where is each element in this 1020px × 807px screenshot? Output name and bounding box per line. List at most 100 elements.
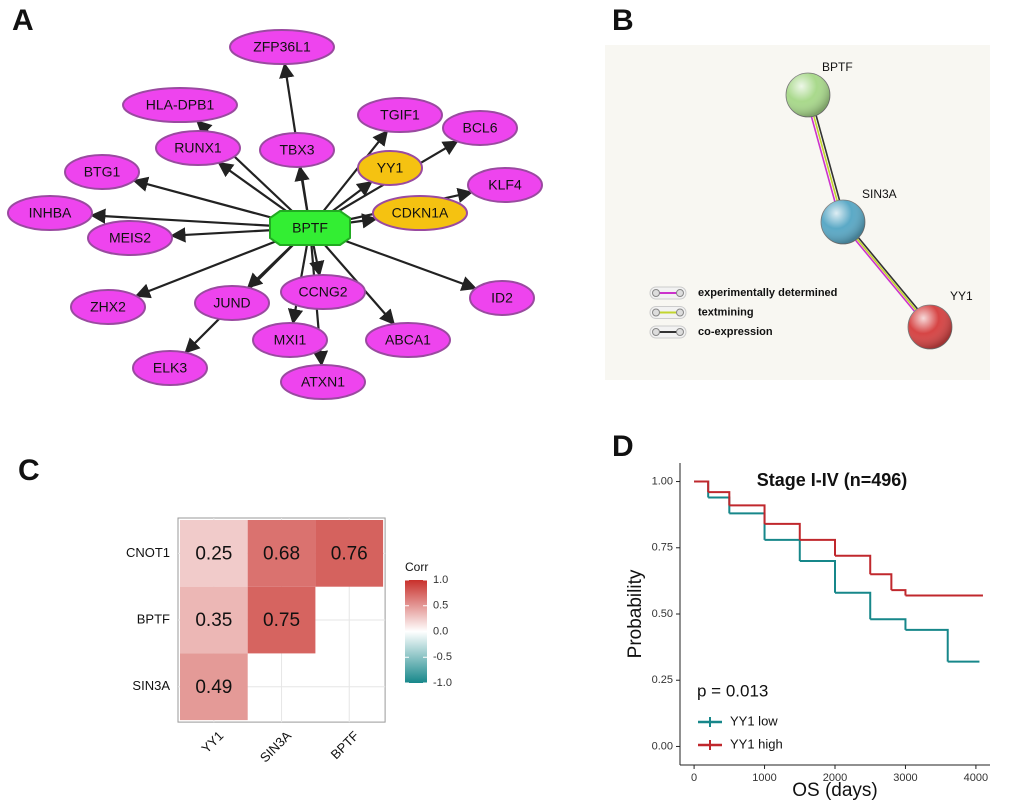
heat-cell — [180, 520, 248, 587]
legend-dot — [676, 289, 684, 297]
node-label: YY1 — [377, 160, 404, 176]
gene-node — [357, 150, 423, 186]
legend-dot — [652, 328, 660, 336]
legend-dot — [652, 308, 660, 317]
gene-node — [252, 322, 328, 358]
node-label: TGIF1 — [380, 107, 420, 123]
node-label: RUNX1 — [174, 140, 222, 156]
edge — [842, 221, 931, 328]
survival-step — [870, 573, 893, 591]
heat-cell — [180, 586, 248, 654]
column-label: YY1 — [198, 728, 226, 756]
cell-value: 0.25 — [195, 543, 232, 564]
panel-letter: A — [12, 4, 34, 37]
gene-node — [70, 289, 146, 325]
cell-value: 0.76 — [331, 543, 368, 564]
gene-node — [365, 322, 451, 358]
x-axis-title: OS (days) — [792, 780, 878, 801]
colorbar-label: 0.0 — [433, 625, 448, 637]
colorbar-label: 0.5 — [433, 600, 448, 612]
legend-label: textmining — [698, 306, 754, 318]
node-label: JUND — [213, 295, 250, 311]
survival-step — [729, 504, 766, 524]
node-label: BPTF — [292, 220, 328, 236]
legend-dot — [676, 308, 684, 317]
panel-letter: B — [612, 4, 634, 37]
gene-node — [87, 220, 173, 256]
row-label: SIN3A — [132, 678, 170, 693]
heat-cell — [247, 586, 316, 654]
node-label: ELK3 — [153, 360, 187, 376]
survival-step — [708, 496, 731, 514]
colorbar-label: 1.0 — [433, 574, 448, 586]
legend-label: YY1 high — [730, 736, 783, 751]
x-tick-label: 3000 — [893, 772, 917, 784]
heat-cell — [180, 653, 248, 721]
survival-step — [764, 522, 801, 540]
node-label: ABCA1 — [385, 332, 431, 348]
gene-node — [442, 110, 518, 146]
survival-step — [694, 480, 710, 493]
cell-value: 0.35 — [195, 610, 232, 631]
node-label: TBX3 — [279, 142, 314, 158]
x-tick-label: 0 — [691, 772, 697, 784]
x-tick-label: 2000 — [823, 772, 847, 784]
node-label: BTG1 — [84, 164, 121, 180]
node-label: BPTF — [822, 60, 853, 74]
column-label: BPTF — [328, 728, 362, 762]
node-label: INHBA — [29, 205, 72, 221]
legend-label: experimentally determined — [698, 287, 837, 299]
node-label: HLA-DPB1 — [146, 97, 215, 113]
panel-letter: C — [18, 454, 40, 487]
legend-dot — [676, 328, 684, 336]
gene-node — [357, 97, 443, 133]
x-tick-label: 4000 — [964, 772, 988, 784]
survival-step — [835, 591, 872, 620]
survival-step — [835, 554, 872, 575]
column-label: SIN3A — [257, 728, 294, 765]
y-tick-label: 0.50 — [652, 608, 673, 620]
survival-step — [708, 491, 731, 506]
gene-node — [122, 87, 238, 123]
cell-value: 0.75 — [263, 610, 300, 631]
y-tick-label: 0.25 — [652, 674, 673, 686]
row-label: CNOT1 — [126, 545, 170, 560]
node-label: SIN3A — [862, 187, 897, 201]
cell-value: 0.49 — [195, 677, 232, 698]
colorbar-label: -1.0 — [433, 677, 452, 689]
legend-dot — [652, 289, 660, 297]
p-value: p = 0.013 — [697, 681, 768, 700]
gene-node — [155, 130, 241, 166]
hub-node — [269, 210, 351, 246]
survival-step — [905, 628, 949, 662]
heat-cell — [315, 520, 384, 587]
colorbar-label: -0.5 — [433, 651, 452, 663]
cell-value: 0.68 — [263, 543, 300, 564]
gene-node — [64, 154, 140, 190]
row-label: BPTF — [137, 611, 170, 626]
node-label: ID2 — [491, 290, 513, 306]
gene-node — [469, 280, 535, 316]
gene-node — [194, 285, 270, 321]
node-label: YY1 — [950, 289, 973, 303]
gene-node — [259, 132, 335, 168]
survival-step — [799, 538, 836, 556]
node-label: KLF4 — [488, 177, 522, 193]
heat-cell — [247, 520, 316, 587]
node-label: ATXN1 — [301, 374, 345, 390]
survival-step — [729, 512, 766, 540]
y-axis-title: Probability — [625, 569, 646, 658]
gene-node — [280, 364, 366, 400]
gene-node — [280, 274, 366, 310]
gene-node — [467, 167, 543, 203]
gene-node — [7, 195, 93, 231]
y-tick-label: 0.00 — [652, 740, 673, 752]
gene-node — [372, 195, 468, 231]
node-label: ZFP36L1 — [253, 39, 311, 55]
x-tick-label: 1000 — [752, 772, 776, 784]
node-label: BCL6 — [462, 120, 497, 136]
node-shine — [786, 73, 830, 117]
gene-node — [229, 29, 335, 65]
gene-node — [132, 350, 208, 386]
